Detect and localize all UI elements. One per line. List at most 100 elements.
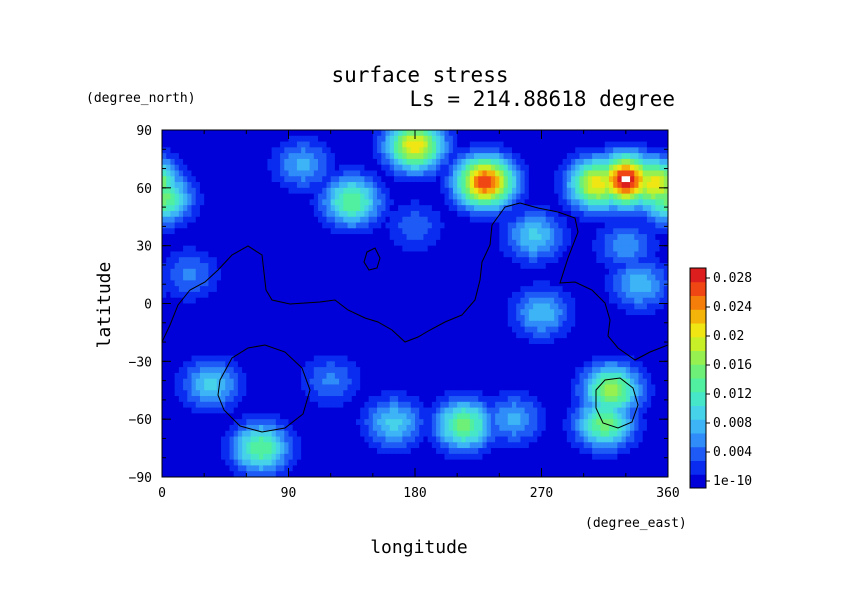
field-cell bbox=[288, 251, 294, 258]
field-cell bbox=[339, 257, 344, 264]
field-cell bbox=[351, 176, 357, 183]
field-cell bbox=[250, 222, 256, 229]
field-cell bbox=[440, 291, 446, 299]
field-cell bbox=[351, 251, 357, 258]
field-cell bbox=[537, 326, 543, 334]
field-cell bbox=[655, 343, 661, 351]
field-cell bbox=[280, 170, 285, 177]
field-cell bbox=[613, 234, 618, 241]
field-cell bbox=[465, 280, 471, 287]
field-cell bbox=[558, 355, 564, 362]
field-cell bbox=[381, 291, 387, 299]
field-cell bbox=[486, 251, 492, 258]
field-cell bbox=[377, 263, 382, 270]
field-cell bbox=[233, 147, 239, 154]
field-cell bbox=[524, 210, 530, 218]
field-cell bbox=[183, 187, 188, 195]
field-cell bbox=[431, 280, 437, 287]
field-cell bbox=[604, 176, 610, 183]
field-cell bbox=[431, 135, 437, 143]
field-cell bbox=[617, 361, 623, 368]
field-cell bbox=[642, 153, 648, 160]
field-cell bbox=[503, 361, 509, 368]
field-cell bbox=[625, 170, 631, 177]
field-cell bbox=[216, 367, 222, 374]
field-cell bbox=[322, 182, 328, 189]
field-cell bbox=[318, 343, 323, 351]
field-cell bbox=[528, 343, 534, 351]
field-cell bbox=[469, 355, 475, 362]
field-cell bbox=[537, 182, 543, 189]
field-cell bbox=[549, 205, 555, 212]
field-cell bbox=[322, 251, 328, 258]
field-cell bbox=[178, 176, 184, 183]
field-cell bbox=[571, 343, 576, 351]
field-cell bbox=[541, 291, 547, 299]
field-cell bbox=[465, 130, 471, 137]
field-cell bbox=[402, 286, 408, 293]
field-cell bbox=[360, 268, 365, 276]
field-cell bbox=[431, 343, 437, 351]
field-cell bbox=[566, 228, 572, 235]
field-cell bbox=[638, 274, 644, 281]
field-cell bbox=[663, 338, 668, 345]
field-cell bbox=[558, 135, 564, 143]
field-cell bbox=[254, 286, 260, 293]
field-cell bbox=[385, 280, 391, 287]
field-cell bbox=[162, 309, 167, 316]
field-cell bbox=[651, 257, 656, 264]
field-cell bbox=[229, 239, 235, 247]
field-cell bbox=[575, 199, 581, 206]
field-cell bbox=[296, 210, 302, 218]
field-cell bbox=[191, 239, 197, 247]
field-cell bbox=[469, 216, 475, 224]
field-cell bbox=[360, 320, 365, 328]
field-cell bbox=[406, 309, 412, 316]
field-cell bbox=[613, 280, 618, 287]
field-cell bbox=[663, 320, 668, 328]
field-cell bbox=[166, 251, 172, 258]
field-cell bbox=[465, 263, 471, 270]
field-cell bbox=[330, 367, 336, 374]
field-cell bbox=[503, 147, 509, 154]
field-cell bbox=[229, 222, 235, 229]
field-cell bbox=[482, 141, 488, 148]
field-cell bbox=[499, 158, 505, 166]
field-cell bbox=[284, 268, 290, 276]
field-cell bbox=[191, 263, 197, 270]
field-cell bbox=[351, 349, 357, 357]
field-cell bbox=[246, 187, 252, 195]
field-cell bbox=[642, 228, 648, 235]
field-cell bbox=[174, 130, 180, 137]
field-cell bbox=[334, 245, 340, 253]
field-cell bbox=[592, 164, 597, 172]
field-cell bbox=[537, 210, 543, 218]
field-cell bbox=[511, 309, 517, 316]
field-cell bbox=[360, 349, 365, 357]
field-cell bbox=[275, 170, 281, 177]
field-cell bbox=[495, 274, 500, 281]
field-cell bbox=[166, 263, 172, 270]
field-cell bbox=[415, 158, 420, 166]
field-cell bbox=[191, 291, 197, 299]
field-cell bbox=[625, 176, 631, 183]
field-cell bbox=[339, 135, 344, 143]
field-cell bbox=[579, 176, 585, 183]
field-cell bbox=[301, 349, 306, 357]
field-cell bbox=[339, 234, 344, 241]
field-cell bbox=[537, 199, 543, 206]
field-cell bbox=[322, 193, 328, 200]
field-cell bbox=[516, 251, 522, 258]
field-cell bbox=[630, 170, 635, 177]
field-cell bbox=[575, 303, 581, 310]
field-cell bbox=[646, 222, 652, 229]
field-cell bbox=[326, 228, 332, 235]
field-cell bbox=[659, 222, 665, 229]
field-cell bbox=[389, 361, 395, 368]
field-cell bbox=[549, 234, 555, 241]
field-cell bbox=[571, 228, 576, 235]
field-cell bbox=[360, 182, 365, 189]
field-cell bbox=[393, 309, 399, 316]
field-cell bbox=[511, 349, 517, 357]
field-cell bbox=[541, 176, 547, 183]
